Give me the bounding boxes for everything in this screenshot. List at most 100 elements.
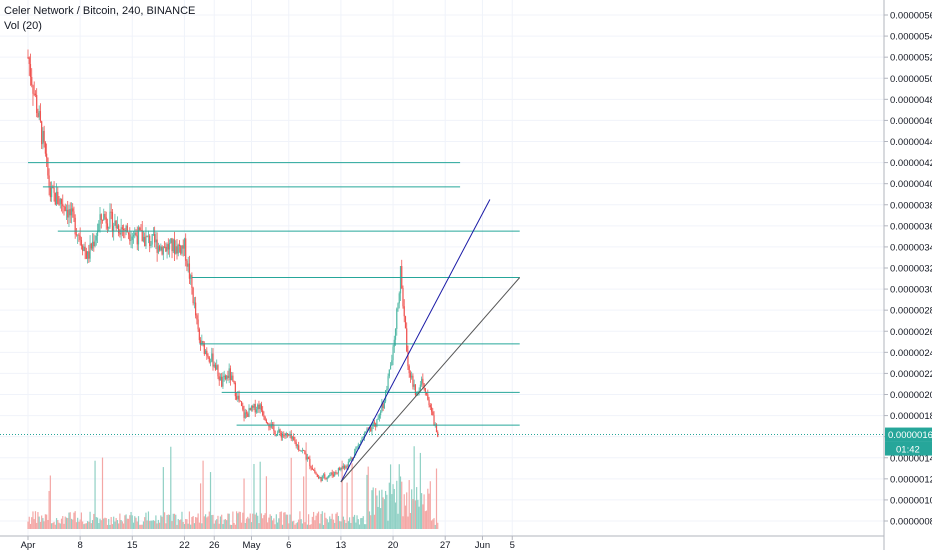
volume-bar <box>378 490 380 529</box>
volume-bar <box>316 513 318 529</box>
candle-body <box>342 465 344 469</box>
volume-bar <box>375 488 377 529</box>
volume-bar <box>168 514 171 529</box>
candle-body <box>294 440 296 443</box>
candle-body <box>275 435 277 437</box>
volume-bar <box>383 499 385 529</box>
volume-bar <box>166 515 168 529</box>
volume-bar <box>101 457 104 529</box>
volume-bar <box>219 516 222 529</box>
candle-body <box>425 392 428 395</box>
candle-body <box>345 466 347 469</box>
candle-body <box>332 474 335 476</box>
candle-body <box>424 388 426 393</box>
candle-body <box>181 245 183 254</box>
volume-bar <box>332 519 335 529</box>
volume-bar <box>126 518 128 529</box>
volume-bar <box>247 516 249 529</box>
candle-body <box>416 392 418 395</box>
candle-body <box>201 340 203 345</box>
candle-body <box>428 399 430 406</box>
time-axis[interactable]: Apr 8 15 22 26 May 6 13 20 27 Jun 5 <box>0 535 884 551</box>
candle-body <box>350 457 352 461</box>
time-tick-label: 6 <box>286 540 291 550</box>
volume-bar <box>305 442 307 529</box>
price-candles <box>27 49 439 483</box>
volume-bar <box>265 476 267 529</box>
volume-bar <box>406 492 408 529</box>
trend-line[interactable] <box>340 277 521 483</box>
volume-bar <box>132 522 135 529</box>
volume-bar <box>192 516 194 529</box>
candle-body <box>57 191 59 204</box>
volume-bar <box>321 511 323 529</box>
candle-body <box>419 384 421 391</box>
volume-bar <box>27 521 29 529</box>
candle-body <box>118 225 120 234</box>
candle-body <box>259 404 261 409</box>
candle-body <box>386 389 388 391</box>
candle-body <box>418 390 420 392</box>
volume-bar <box>429 481 431 529</box>
volume-bar <box>340 521 342 529</box>
volume-bar <box>217 515 219 529</box>
volume-bar <box>358 524 361 529</box>
candle-body <box>186 260 188 267</box>
horizontal-levels[interactable] <box>0 162 884 436</box>
candle-body <box>52 187 54 189</box>
candle-body <box>291 436 294 439</box>
volume-bar <box>209 472 212 529</box>
price-tick-label: 0.00000420 <box>890 158 932 169</box>
candle-body <box>78 234 80 236</box>
volume-bar <box>113 516 115 529</box>
candle-body <box>90 243 92 249</box>
volume-bar <box>237 513 239 529</box>
candle-body <box>301 450 304 451</box>
candle-body <box>245 412 248 414</box>
candle-body <box>394 328 397 340</box>
volume-bar <box>334 522 336 529</box>
volume-bar <box>435 468 438 529</box>
price-tick-label: 0.00000320 <box>890 264 932 275</box>
volume-bar <box>183 524 186 529</box>
price-tick-label: 0.00000560 <box>890 11 932 22</box>
volume-bar <box>243 478 245 529</box>
trend-lines[interactable] <box>340 199 521 483</box>
volume-bar <box>391 494 393 529</box>
volume-bar <box>362 516 364 529</box>
candle-body <box>392 346 394 361</box>
volume-bar <box>131 515 133 529</box>
candle-body <box>355 448 357 452</box>
volume-bar <box>330 518 332 529</box>
candle-body <box>263 415 265 417</box>
volume-bar <box>162 467 164 529</box>
volume-bar <box>399 476 402 529</box>
candle-body <box>243 409 245 418</box>
volume-bar <box>299 511 301 529</box>
candle-body <box>82 245 84 251</box>
volume-bar <box>119 513 121 529</box>
candle-body <box>126 225 128 233</box>
candle-body <box>303 450 305 451</box>
candle-body <box>141 230 143 242</box>
candle-body <box>270 424 272 428</box>
volume-bar <box>240 522 243 529</box>
volume-bar <box>382 497 384 529</box>
trend-line[interactable] <box>340 199 491 483</box>
volume-bar <box>213 523 215 529</box>
candle-body <box>226 375 228 380</box>
price-axis[interactable]: 0.00000080 0.00000100 0.00000120 0.00000140… <box>883 0 932 550</box>
price-tick-label: 0.00000480 <box>890 95 932 106</box>
volume-bar <box>85 523 87 529</box>
candle-body <box>60 198 63 204</box>
candle-body <box>207 355 209 358</box>
volume-bar <box>54 524 56 529</box>
volume-bar <box>258 523 260 529</box>
volume-bar <box>423 494 425 529</box>
price-tick-label: 0.00000120 <box>890 474 932 485</box>
candle-body <box>411 375 413 378</box>
candle-body <box>362 436 364 438</box>
volume-bar <box>109 524 111 529</box>
